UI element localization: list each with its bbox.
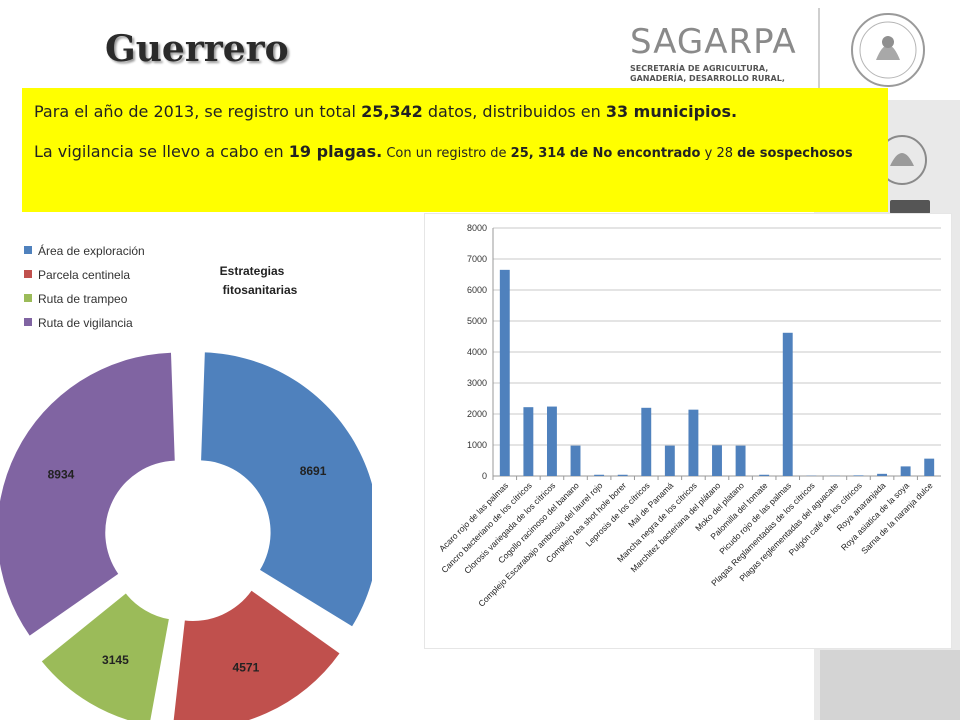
x-tick-label: Clorosis variegada de los cítricos bbox=[462, 480, 557, 575]
chart-title: Estrategias bbox=[220, 264, 285, 278]
slice-value-label: 3145 bbox=[102, 653, 129, 667]
legend-swatch bbox=[24, 318, 32, 326]
logo-sub-line: SECRETARÍA DE AGRICULTURA, bbox=[630, 64, 800, 74]
summary-line-2: La vigilancia se llevo a cabo en 19 plag… bbox=[34, 142, 876, 164]
doughnut-slice bbox=[201, 352, 372, 626]
y-tick-label: 1000 bbox=[467, 440, 487, 450]
bar bbox=[665, 446, 675, 476]
legend-label: Ruta de vigilancia bbox=[38, 316, 133, 330]
bar bbox=[759, 475, 769, 476]
text: Con un registro de bbox=[382, 146, 510, 161]
doughnut-slice bbox=[0, 353, 175, 636]
bar bbox=[736, 446, 746, 476]
logo-sub-line: GANADERÍA, DESARROLLO RURAL, bbox=[630, 74, 800, 84]
background-stripe bbox=[820, 650, 960, 720]
sospechosos: de sospechosos bbox=[737, 146, 852, 161]
coat-of-arms-seal bbox=[848, 10, 928, 90]
bar bbox=[854, 475, 864, 476]
logo-subtitle: SECRETARÍA DE AGRICULTURA, GANADERÍA, DE… bbox=[630, 64, 800, 84]
slice-value-label: 8691 bbox=[300, 464, 327, 478]
doughnut-chart-panel: Área de exploración Parcela centinela Ruta… bbox=[0, 213, 372, 720]
legend-swatch bbox=[24, 270, 32, 278]
bar bbox=[571, 446, 581, 476]
bar bbox=[877, 474, 887, 476]
y-tick-label: 7000 bbox=[467, 254, 487, 264]
chart-title: fitosanitarias bbox=[223, 283, 298, 297]
bar bbox=[523, 407, 533, 476]
bar bbox=[618, 475, 628, 476]
municipios-count: 33 municipios. bbox=[606, 102, 737, 121]
text: La vigilancia se llevo a cabo en bbox=[34, 142, 289, 161]
bar bbox=[641, 408, 651, 476]
summary-banner: Para el año de 2013, se registro un tota… bbox=[22, 88, 888, 212]
y-tick-label: 2000 bbox=[467, 409, 487, 419]
no-encontrado: 25, 314 de No encontrado bbox=[511, 146, 701, 161]
legend-label: Ruta de trampeo bbox=[38, 292, 128, 306]
plagas-count: 19 plagas. bbox=[289, 142, 382, 161]
text: Para el año de 2013, se registro un tota… bbox=[34, 102, 361, 121]
slice-value-label: 8934 bbox=[48, 468, 75, 482]
bar bbox=[688, 410, 698, 476]
y-tick-label: 8000 bbox=[467, 223, 487, 233]
bar bbox=[500, 270, 510, 476]
logo-word: SAGARPA bbox=[630, 24, 800, 60]
page-title: Guerrero bbox=[105, 28, 289, 70]
legend-label: Área de exploración bbox=[38, 243, 145, 258]
bar bbox=[594, 475, 604, 476]
y-tick-label: 4000 bbox=[467, 347, 487, 357]
legend-label: Parcela centinela bbox=[38, 268, 130, 282]
bar bbox=[783, 333, 793, 476]
y-tick-label: 3000 bbox=[467, 378, 487, 388]
doughnut-chart: Área de exploración Parcela centinela Ruta… bbox=[0, 213, 372, 720]
y-tick-label: 6000 bbox=[467, 285, 487, 295]
bar bbox=[901, 466, 911, 476]
bar bbox=[547, 407, 557, 476]
text: datos, distribuidos en bbox=[423, 102, 606, 121]
y-tick-label: 5000 bbox=[467, 316, 487, 326]
legend-swatch bbox=[24, 246, 32, 254]
text: y 28 bbox=[700, 146, 737, 161]
slice-value-label: 4571 bbox=[233, 661, 260, 675]
sagarpa-logo: SAGARPA SECRETARÍA DE AGRICULTURA, GANAD… bbox=[630, 24, 800, 94]
summary-line-1: Para el año de 2013, se registro un tota… bbox=[34, 102, 876, 122]
senasica-text-decor bbox=[890, 200, 930, 214]
legend-swatch bbox=[24, 294, 32, 302]
bar bbox=[924, 459, 934, 476]
total-records: 25,342 bbox=[361, 102, 423, 121]
doughnut-slice bbox=[173, 591, 340, 720]
y-tick-label: 0 bbox=[482, 471, 487, 481]
header-divider bbox=[818, 8, 820, 93]
bar bbox=[712, 445, 722, 476]
